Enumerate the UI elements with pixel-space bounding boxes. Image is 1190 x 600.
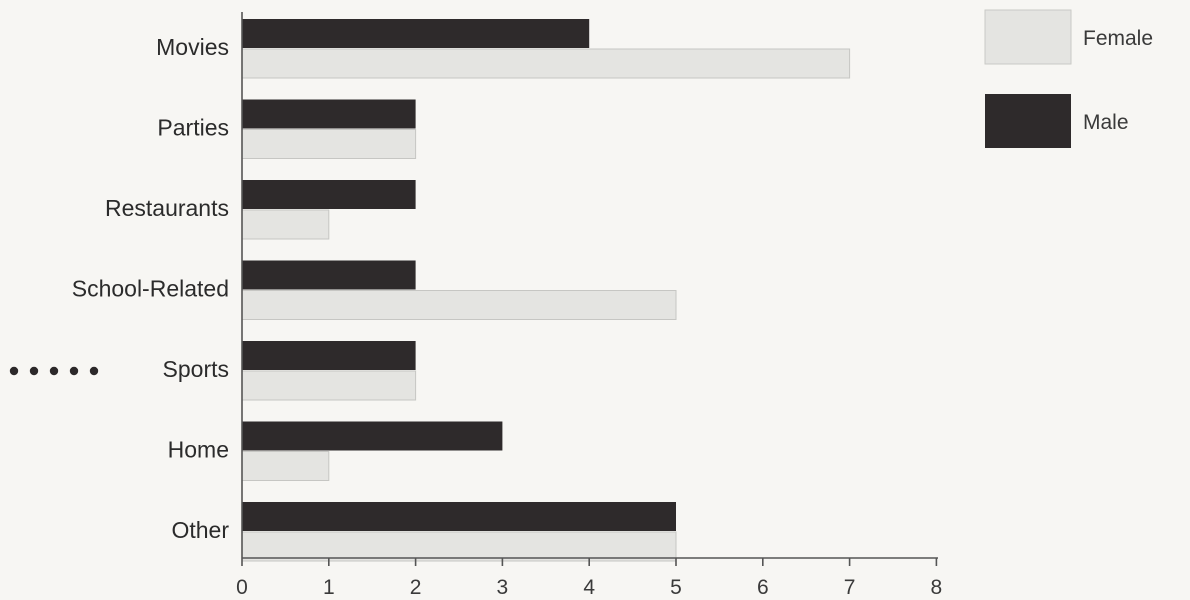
bar-female-other (241, 531, 677, 562)
x-tick-label-0: 0 (236, 576, 248, 599)
x-tick-label-3: 3 (497, 576, 509, 599)
category-label-restaurants: Restaurants (105, 195, 229, 221)
x-tick-label-4: 4 (583, 576, 595, 599)
category-label-movies: Movies (156, 34, 229, 60)
bar-female-movies (241, 48, 851, 79)
bar-male-movies (242, 19, 590, 48)
legend-label-male: Male (1083, 111, 1129, 134)
bar-male-home (242, 421, 503, 451)
category-label-school-related: School-Related (72, 276, 229, 302)
category-label-sports: Sports (163, 356, 229, 382)
legend-swatch-male (985, 94, 1071, 148)
x-tick-label-6: 6 (757, 576, 769, 599)
legend: Female Male (984, 9, 1153, 148)
bar-male-parties (242, 99, 416, 129)
category-label-parties: Parties (157, 115, 229, 141)
x-ticks-group: 0 1 2 3 4 5 6 7 8 (236, 558, 942, 599)
x-tick-label-1: 1 (323, 576, 335, 599)
legend-label-female: Female (1083, 27, 1153, 50)
x-tick-label-5: 5 (670, 576, 682, 599)
bar-female-restaurants (241, 209, 330, 240)
legend-swatch-female (984, 9, 1072, 65)
bars-group (241, 19, 851, 562)
x-tick-label-8: 8 (931, 576, 943, 599)
x-tick-label-7: 7 (844, 576, 856, 599)
bar-female-parties (241, 129, 417, 159)
bar-female-school-related (241, 290, 677, 320)
bar-male-other (242, 502, 676, 531)
category-labels: Movies Parties Restaurants School-Related Sp… (72, 34, 230, 543)
category-label-other: Other (171, 517, 229, 543)
bar-male-restaurants (242, 180, 416, 209)
bar-female-home (241, 451, 330, 481)
bar-male-school-related (242, 260, 416, 290)
x-tick-label-2: 2 (410, 576, 422, 599)
bar-male-sports (242, 341, 416, 370)
dot-marker-decoration (9, 366, 99, 376)
bar-female-sports (241, 370, 417, 401)
category-label-home: Home (168, 437, 229, 463)
